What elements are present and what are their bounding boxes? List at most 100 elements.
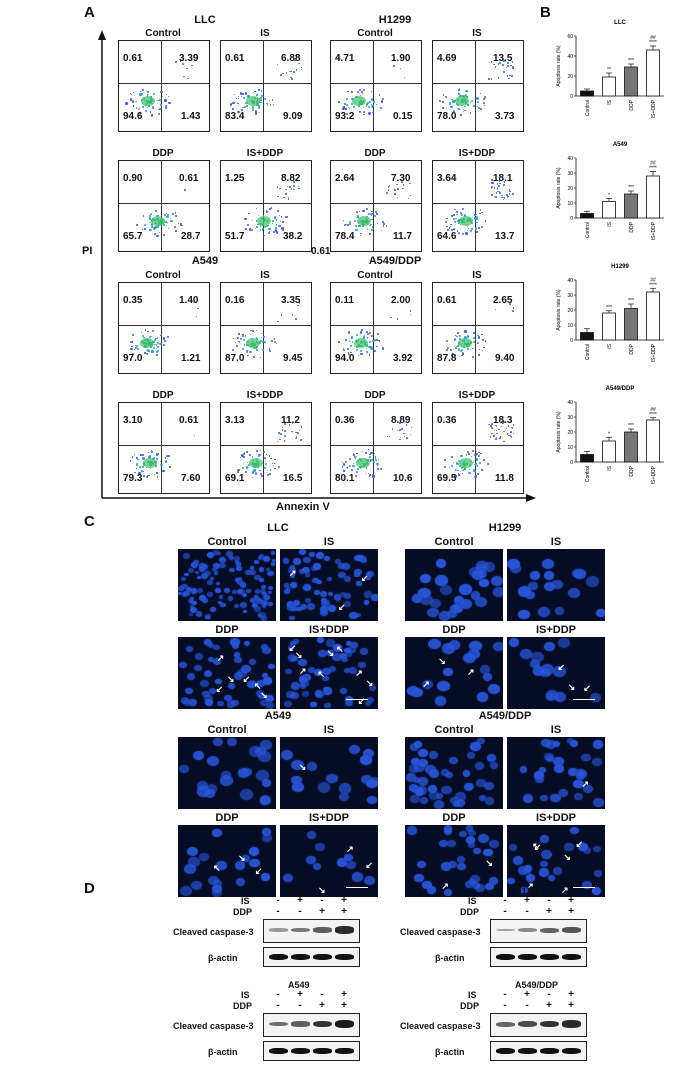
scatter-dot [259, 229, 261, 231]
scatter-dot [505, 66, 508, 69]
scatter-dot [452, 352, 454, 355]
scatter-dot [454, 469, 457, 472]
quadrant-value-q-upper-left: 0.35 [123, 295, 143, 306]
scatter-dot [505, 427, 508, 430]
quadrant-value-q-lower-left: 69.5 [437, 473, 457, 484]
scatter-dot [405, 59, 408, 61]
nucleus [345, 695, 353, 702]
scatter-dot [241, 454, 244, 458]
scatter-dot [273, 230, 276, 233]
scatter-dot [394, 189, 396, 191]
scatter-dot [150, 335, 152, 337]
scatter-dot [279, 187, 281, 190]
flow-plot: 0.11 2.00 94.0 3.92 [330, 282, 422, 374]
scatter-dot [163, 214, 166, 216]
scatter-dot [273, 464, 275, 466]
scatter-dot [406, 437, 408, 439]
significance-mark-vs-ddp: ## [650, 277, 656, 283]
nucleus [204, 613, 211, 620]
scatter-dot [246, 350, 249, 353]
scatter-dot [345, 105, 348, 107]
scatter-dot [360, 234, 362, 236]
quadrant-hline [119, 203, 209, 204]
nucleus [289, 581, 298, 588]
band-label-beta-actin: β-actin [435, 953, 465, 963]
apoptosis-arrow-icon: ↙ [215, 683, 224, 694]
scatter-dot [471, 356, 474, 359]
nucleus [241, 592, 247, 598]
scatter-dot [501, 194, 503, 197]
scatter-dot [248, 213, 250, 215]
scatter-dot [135, 100, 137, 103]
scatter-dot [160, 334, 162, 337]
scatter-dot [179, 224, 182, 226]
scatter-dot [467, 104, 469, 107]
scatter-dot [358, 89, 361, 92]
nucleus [292, 639, 300, 645]
nucleus [526, 874, 536, 882]
scatter-dot [169, 466, 172, 468]
significance-mark: *** [628, 298, 634, 304]
scatter-dot [503, 197, 506, 200]
scatter-dot [262, 349, 265, 352]
nucleus [520, 886, 529, 894]
quadrant-hline [331, 203, 421, 204]
nucleus [345, 700, 353, 707]
scatter-dot [396, 196, 399, 199]
scatter-dot [242, 348, 245, 351]
scatter-dot [476, 458, 479, 461]
scatter-dot [457, 92, 460, 94]
scatter-dot [153, 456, 156, 459]
scatter-dot [360, 232, 362, 235]
nucleus [422, 880, 432, 889]
nucleus [573, 779, 584, 789]
nucleus [212, 888, 223, 897]
scatter-dot [502, 64, 504, 66]
scatter-dot [129, 460, 131, 462]
scatter-dot [399, 422, 401, 424]
scatter-dot [402, 187, 404, 190]
band [562, 927, 581, 933]
nucleus [593, 869, 602, 877]
scatter-dot [293, 185, 295, 187]
scatter-dot [456, 211, 458, 213]
nucleus [248, 847, 260, 856]
band [291, 1048, 310, 1054]
scatter-dot [147, 451, 149, 453]
band [518, 954, 537, 960]
nucleus [416, 860, 426, 868]
scatter-dot [472, 462, 474, 464]
scatter-dot [284, 423, 286, 425]
scatter-dot [347, 352, 350, 354]
flow-plot-label: Control [357, 270, 393, 281]
scatter-dot [507, 62, 509, 64]
scatter-dot [459, 455, 461, 457]
scatter-dot [148, 335, 151, 338]
scatter-dot [291, 314, 294, 316]
scatter-dot [155, 465, 157, 467]
scatter-dot [496, 188, 499, 191]
scatter-dot [277, 225, 280, 227]
nucleus [451, 604, 463, 614]
scatter-dot [455, 217, 458, 220]
scatter-dot [399, 67, 402, 70]
scatter-dot [271, 222, 274, 225]
nucleus [586, 576, 599, 587]
band [313, 927, 332, 933]
nucleus [581, 880, 592, 889]
scatter-dot [242, 106, 244, 109]
scatter-dot [240, 337, 242, 340]
scatter-dot [242, 335, 244, 337]
scatter-dot [376, 462, 379, 465]
scatter-dot [143, 475, 145, 477]
scatter-dot [282, 179, 284, 182]
scatter-dot [241, 93, 244, 96]
flow-group-title-h1299: H1299 [378, 14, 412, 26]
scatter-dot [453, 228, 456, 231]
scatter-dot [509, 74, 511, 77]
band [269, 1021, 288, 1027]
nucleus [181, 583, 188, 590]
x-tick-label: IS+DDP [651, 221, 657, 240]
nucleus [217, 600, 223, 605]
scatter-dot [276, 186, 279, 188]
